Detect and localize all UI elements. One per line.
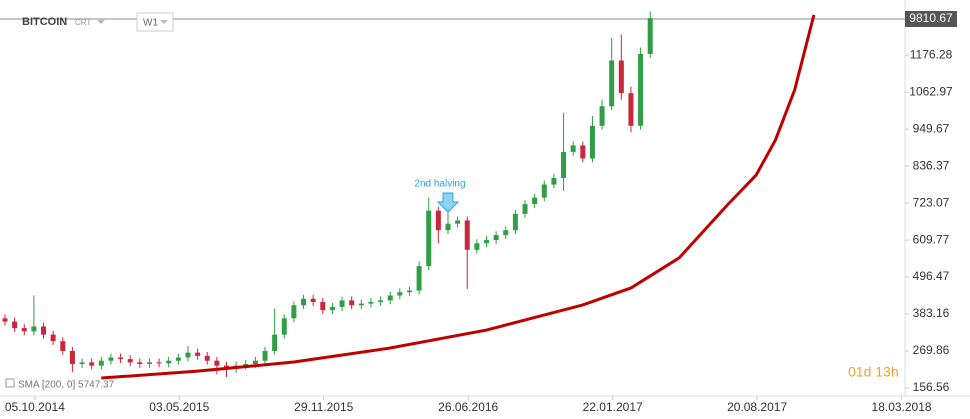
y-tick-label: 1062.97 [909, 84, 953, 98]
y-tick-label: 496.47 [913, 269, 950, 283]
candle-body [628, 93, 634, 126]
candle-body [12, 321, 18, 329]
symbol: BITCOIN [22, 16, 67, 28]
candle-body [493, 235, 499, 241]
candle-body [204, 355, 210, 361]
timeframe: W1 [143, 18, 158, 29]
candle-body [301, 298, 307, 306]
x-tick-label: 03.05.2015 [149, 400, 209, 414]
candle-body [166, 360, 172, 364]
candle-body [503, 230, 509, 236]
candle-body [2, 318, 8, 322]
x-tick-label: 29.11.2015 [294, 400, 353, 414]
candle-body [599, 106, 605, 126]
y-tick-label: 1176.28 [910, 47, 953, 61]
candle-body [609, 60, 615, 107]
last-price-box [905, 11, 957, 27]
x-tick-label: 26.06.2016 [438, 400, 498, 414]
candle-body [512, 213, 518, 231]
candle-body [349, 300, 355, 306]
y-tick-label: 949.67 [913, 121, 950, 135]
candle-body [69, 350, 75, 365]
candle-body [320, 302, 326, 311]
annotation: 2nd halving [414, 179, 465, 190]
candle-body [50, 334, 56, 342]
candle-body [21, 328, 27, 332]
candle-body [358, 303, 364, 306]
y-tick-label: 383.16 [913, 306, 950, 320]
candle-body [252, 360, 258, 365]
x-tick-label: 05.10.2014 [5, 400, 65, 414]
y-tick-label: 609.77 [913, 232, 950, 246]
candle-body [195, 352, 201, 356]
x-tick-label: 22.01.2017 [583, 400, 643, 414]
y-tick-label: 269.86 [913, 343, 950, 357]
y-tick-label: 156.56 [913, 380, 950, 394]
candle-body [416, 266, 422, 291]
candle-body [60, 341, 66, 351]
y-tick-label: 723.07 [913, 195, 950, 209]
candle-body [339, 300, 345, 307]
candle-body [551, 178, 557, 185]
candle-body [387, 295, 393, 301]
candle-body [378, 300, 384, 303]
candle-body [118, 357, 124, 360]
candle-body [426, 210, 432, 267]
candle-body [522, 204, 528, 214]
candle-body [484, 240, 489, 244]
countdown: 01d 13h [848, 364, 899, 380]
candle-body [214, 360, 220, 366]
candle-body [368, 302, 374, 304]
candle-body [262, 350, 268, 361]
candle-body [435, 210, 441, 231]
candle-body [41, 326, 47, 335]
candle-body [310, 298, 316, 303]
annotation-arrow [436, 192, 460, 213]
timeframe-select[interactable] [136, 12, 174, 32]
candle-body [532, 197, 538, 205]
candle-body [445, 223, 451, 231]
candle-body [638, 54, 644, 126]
candle-body [406, 290, 412, 293]
candle-body [397, 292, 403, 296]
candle-body [272, 334, 278, 351]
candle-body [618, 60, 624, 94]
candle-body [589, 125, 595, 159]
candle-body [541, 184, 547, 198]
candle-body [580, 145, 586, 159]
candle-body [243, 364, 249, 366]
dropdown-arrow [160, 20, 168, 24]
candle-body [127, 359, 133, 363]
candle-body [464, 220, 470, 250]
candle-body [561, 151, 567, 179]
candle-body [175, 357, 181, 361]
candle-body [281, 318, 287, 335]
dropdown-arrow[interactable] [97, 20, 105, 24]
sma-line [101, 14, 816, 380]
indicator-icon[interactable] [5, 378, 15, 388]
candle-body [570, 145, 576, 152]
candle-body [98, 360, 104, 366]
candle-body [79, 362, 85, 365]
candle-body [291, 305, 297, 319]
x-tick-label: 18.03.2018 [872, 400, 932, 414]
source: CRT [75, 18, 91, 27]
candle-body [474, 243, 480, 250]
indicator-label: SMA [200, 0] 5747.37 [18, 380, 115, 391]
candle-body [647, 18, 653, 55]
candle-body [185, 352, 191, 358]
candle-body [89, 362, 95, 366]
candle-body [146, 362, 152, 365]
candle-body [455, 220, 461, 224]
candle-body [137, 362, 143, 365]
candle-body [156, 362, 162, 364]
candle-body [31, 326, 37, 332]
candle-body [108, 357, 114, 361]
x-tick-label: 20.08.2017 [727, 400, 787, 414]
y-tick-label: 836.37 [913, 158, 950, 172]
last-price-label: 9810.67 [909, 11, 953, 25]
candle-body [329, 306, 335, 311]
